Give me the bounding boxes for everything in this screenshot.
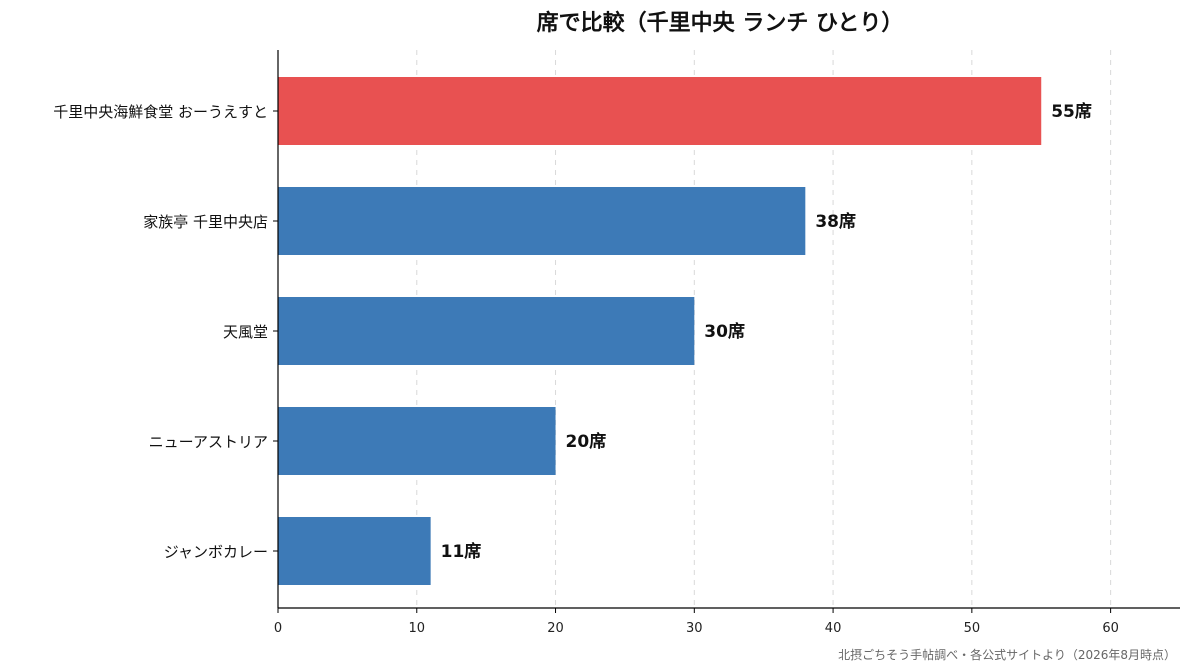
bar (278, 407, 556, 475)
bar (278, 77, 1042, 145)
axes (273, 50, 1180, 613)
bars (278, 77, 1042, 585)
bar (278, 297, 695, 365)
data-label: 55席 (1051, 101, 1092, 122)
x-tick-label: 20 (547, 621, 564, 636)
category-label: 家族亭 千里中央店 (143, 213, 268, 231)
chart-title: 席で比較（千里中央 ランチ ひとり） (537, 10, 904, 36)
data-label: 11席 (441, 541, 482, 562)
x-tick-label: 60 (1102, 621, 1119, 636)
x-tick-label: 10 (408, 621, 425, 636)
category-label: ニューアストリア (149, 433, 268, 451)
x-tick-label: 0 (274, 621, 282, 636)
bar (278, 517, 431, 585)
x-tick-label: 40 (825, 621, 842, 636)
x-tick-label: 30 (686, 621, 703, 636)
bar (278, 187, 806, 255)
source-note: 北摂ごちそう手帖調べ・各公式サイトより（2026年8月時点） (838, 647, 1176, 662)
x-tick-label: 50 (964, 621, 981, 636)
category-label: ジャンボカレー (164, 543, 268, 561)
category-label: 千里中央海鮮食堂 おーうえすと (53, 103, 268, 121)
data-label: 20席 (566, 431, 607, 452)
data-label: 30席 (704, 321, 745, 342)
data-label: 38席 (815, 211, 856, 232)
category-label: 天風堂 (223, 323, 268, 341)
